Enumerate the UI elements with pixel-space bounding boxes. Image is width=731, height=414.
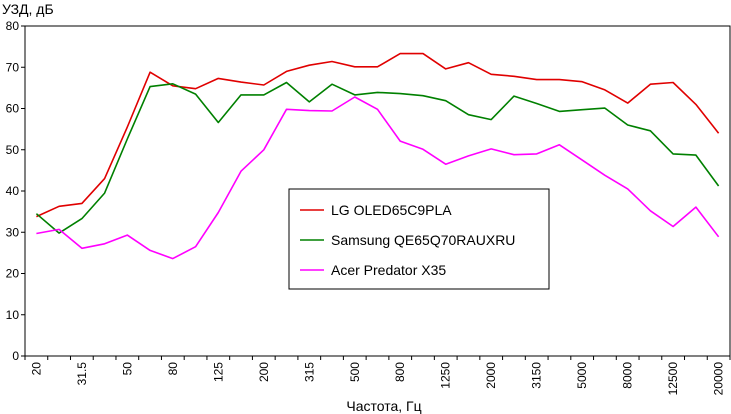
x-tick-label: 5000 (575, 362, 589, 389)
series-line (35, 81, 720, 234)
legend-label: Samsung QE65Q70RAUXRU (331, 232, 515, 248)
y-tick-label: 30 (6, 225, 20, 239)
x-tick-label: 3150 (530, 362, 544, 389)
y-tick-label: 0 (12, 349, 19, 363)
y-tick-label: 80 (6, 19, 20, 33)
x-tick-label: 20000 (712, 362, 726, 396)
y-axis-title: УЗД, дБ (2, 1, 54, 17)
y-tick-label: 10 (6, 308, 20, 322)
plot-frame (24, 25, 731, 357)
y-tick-label: 50 (6, 143, 20, 157)
x-tick-label: 200 (257, 362, 271, 382)
x-tick-label: 500 (348, 362, 362, 382)
x-tick-label: 1250 (439, 362, 453, 389)
y-tick-label: 20 (6, 267, 20, 281)
x-tick-label: 80 (166, 362, 180, 376)
y-axis: 0 10 20 30 40 50 60 70 80 (6, 19, 25, 363)
plot-area (24, 25, 731, 357)
legend: LG OLED65C9PLA Samsung QE65Q70RAUXRU Acer … (288, 188, 550, 290)
legend-label: LG OLED65C9PLA (331, 202, 452, 218)
y-tick-label: 60 (6, 102, 20, 116)
x-axis-title: Частота, Гц (346, 398, 421, 414)
legend-label: Acer Predator X35 (331, 262, 446, 278)
x-tick-label: 125 (211, 362, 225, 382)
x-tick-label: 800 (393, 362, 407, 382)
x-tick-label: 20 (29, 362, 43, 376)
y-tick-label: 40 (6, 184, 20, 198)
y-tick-label: 70 (6, 60, 20, 74)
series-line (36, 96, 720, 260)
x-tick-label: 315 (302, 362, 316, 382)
x-tick-label: 2000 (484, 362, 498, 389)
x-tick-label: 31.5 (75, 362, 89, 386)
x-axis: 20 31.5 50 80 125 200 315 500 800 1250 2000 3150 500… (24, 356, 731, 396)
legend-box (288, 188, 550, 290)
series-line (36, 52, 720, 218)
x-tick-label: 12500 (666, 362, 680, 396)
x-tick-label: 8000 (621, 362, 635, 389)
x-tick-label: 50 (120, 362, 134, 376)
